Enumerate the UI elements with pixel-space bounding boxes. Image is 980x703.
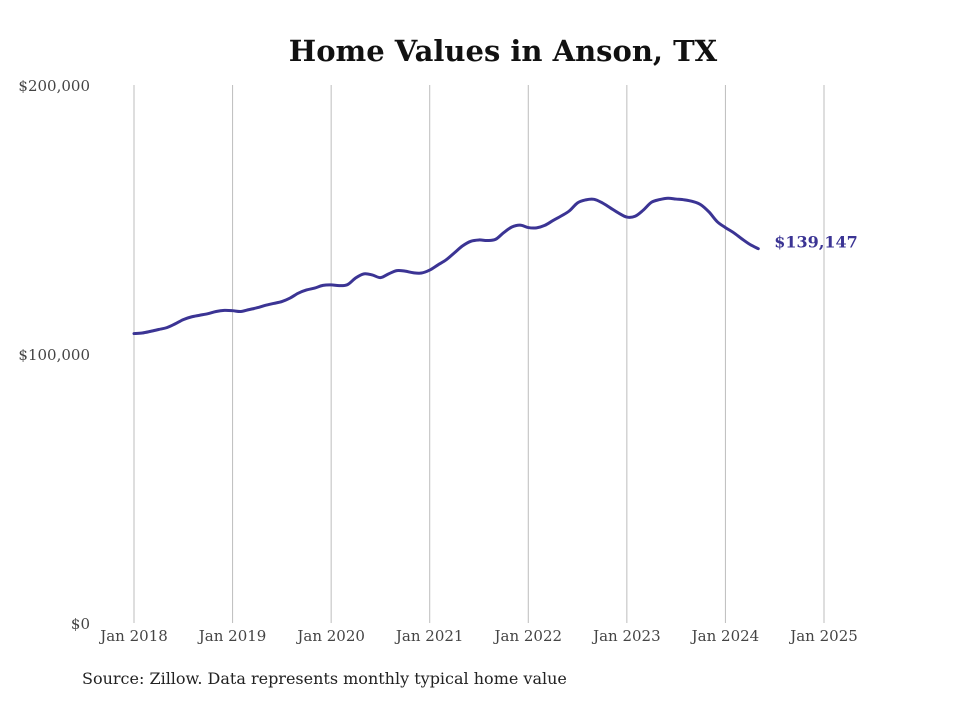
x-tick-label: Jan 2023 — [591, 627, 661, 645]
x-tick-label: Jan 2018 — [98, 627, 168, 645]
x-tick-label: Jan 2025 — [788, 627, 858, 645]
home-value-line — [132, 196, 760, 336]
x-axis: Jan 2018 Jan 2019 Jan 2020 Jan 2021 Jan 2022… — [98, 627, 858, 645]
source-note: Source: Zillow. Data represents monthly … — [82, 669, 567, 688]
end-value-label: $139,147 — [774, 233, 858, 252]
chart-title: Home Values in Anson, TX — [289, 34, 718, 68]
x-tick-label: Jan 2020 — [295, 627, 365, 645]
y-tick-label: $200,000 — [18, 77, 90, 95]
y-axis: $0 $100,000 $200,000 — [18, 77, 90, 633]
y-tick-label: $0 — [71, 615, 90, 633]
gridlines — [133, 85, 825, 623]
x-tick-label: Jan 2021 — [394, 627, 464, 645]
x-tick-label: Jan 2024 — [690, 627, 760, 645]
x-tick-label: Jan 2019 — [197, 627, 267, 645]
x-tick-label: Jan 2022 — [493, 627, 563, 645]
y-tick-label: $100,000 — [18, 346, 90, 364]
series-layer: $139,147 — [132, 196, 858, 336]
